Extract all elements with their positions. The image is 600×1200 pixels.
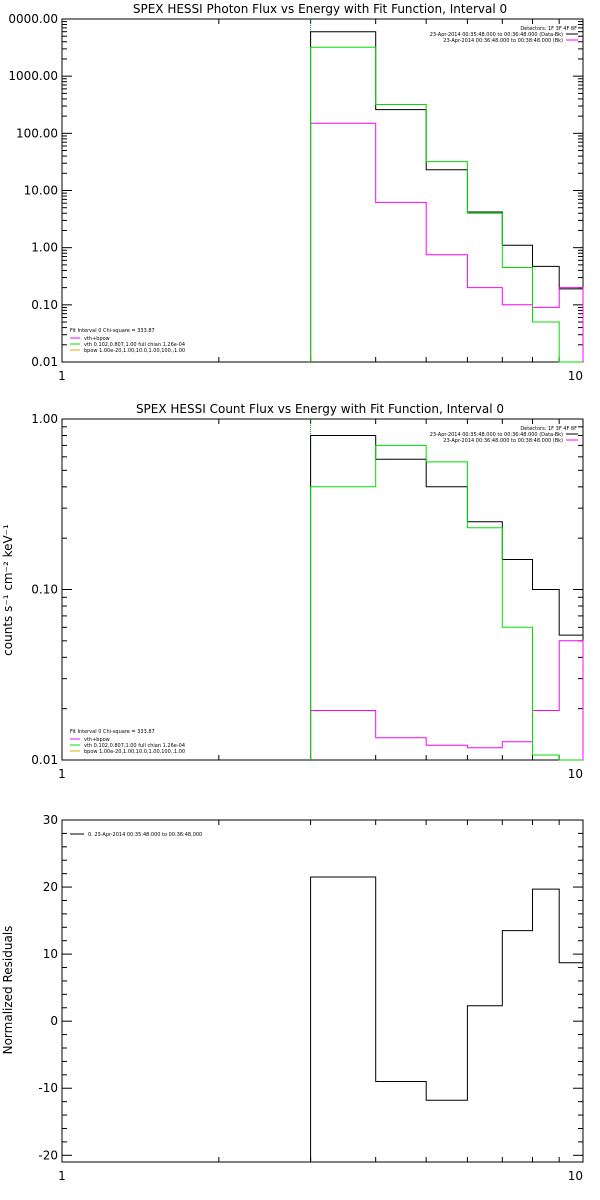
panel3-series-1 xyxy=(310,876,584,1162)
panel3-frame xyxy=(61,819,584,1163)
panel1-legend-series-1: 23-Apr-2014 00:35:48.000 to 00:36:48.000… xyxy=(430,32,563,38)
panel3-ylabel: Normalized Residuals xyxy=(1,926,15,1055)
panel2-series-2 xyxy=(310,640,584,760)
panel1-title: SPEX HESSI Photon Flux vs Energy with Fi… xyxy=(133,2,507,16)
panel2-frame xyxy=(61,418,584,761)
panel2-y-tick-label: 1.00 xyxy=(31,412,58,426)
panel1-frame xyxy=(61,18,584,363)
panel3-y-tick-label: 10 xyxy=(43,947,58,961)
panel1-y-tick-label: 0.10 xyxy=(31,298,58,312)
panel2-fit-header: Fit Interval 0 Chi-square = 333.87 xyxy=(70,729,155,735)
panel1-fit-item-1: vth+bpow xyxy=(84,336,110,342)
panel2-fit-item-2: vth 0.102,0.807,1.00 full chian 1.26e-04 xyxy=(84,743,185,749)
panel2-series-1 xyxy=(310,435,584,760)
panel1-y-tick-label: 0000.00 xyxy=(8,12,58,26)
panel-residuals: Normalized Residuals 1 10 -20 -10 0 10 20 30 0.… xyxy=(1,813,584,1183)
panel2-y-tick-label: 0.10 xyxy=(31,583,58,597)
panel2-legend-detectors: Detectors: 1F 3F 4F 8F xyxy=(520,426,577,432)
panel1-y-tick-label: 100.00 xyxy=(16,126,58,140)
panel3-y-tick-label: 20 xyxy=(43,880,58,894)
panel3-y-tick-label: 0 xyxy=(50,1014,58,1028)
panel2-legend-series-1: 23-Apr-2014 00:35:48.000 to 00:36:48.000… xyxy=(430,432,563,438)
panel1-fit-item-2: vth 0.102,0.807,1.00 full chian 1.26e-04 xyxy=(84,342,185,348)
panel1-legend-series-2: 23-Apr-2014 00:36:48.000 to 00:38:48.000… xyxy=(443,38,563,44)
panel2-series-3 xyxy=(310,444,583,761)
panel3-y-tick-label: -10 xyxy=(38,1081,58,1095)
panel2-fit-item-3: bpow 1.00e-20,1.00,10.0,1.00,100.,1.00 xyxy=(84,749,185,755)
panel3-x-tick-label: 1 xyxy=(58,1169,66,1183)
panel1-x-tick-label: 10 xyxy=(568,369,583,383)
panel1-y-tick-label: 1000.00 xyxy=(8,69,58,83)
panel2-x-tick-label: 1 xyxy=(58,767,66,781)
panel1-legend-detectors: Detectors: 1F 3F 4F 8F xyxy=(520,26,577,32)
panel3-y-tick-label: -20 xyxy=(38,1148,58,1162)
panel2-legend-series-2: 23-Apr-2014 00:36:48.000 to 00:38:48.000… xyxy=(443,438,563,444)
panel1-fit-header: Fit Interval 0 Chi-square = 333.87 xyxy=(70,328,155,334)
panel2-ylabel: counts s⁻¹ cm⁻² keV⁻¹ xyxy=(1,524,15,656)
panel1-series-1 xyxy=(310,31,584,362)
panel1-series-2 xyxy=(310,122,584,362)
panel1-x-tick-label: 1 xyxy=(58,369,66,383)
panel2-x-tick-label: 10 xyxy=(568,767,583,781)
panel3-legend-label: 0. 23-Apr-2014 00:35:48.000 to 00:36:48.… xyxy=(88,832,202,838)
panel-photon-flux: SPEX HESSI Photon Flux vs Energy with Fi… xyxy=(8,2,584,383)
panel1-y-tick-label: 10.00 xyxy=(24,184,58,198)
panel2-fit-item-1: vth+bpow xyxy=(84,737,110,743)
panel-count-flux: SPEX HESSI Count Flux vs Energy with Fit… xyxy=(1,402,584,781)
panel3-x-tick-label: 10 xyxy=(568,1169,583,1183)
panel3-y-tick-label: 30 xyxy=(43,813,58,827)
panel1-series-3 xyxy=(310,46,583,363)
panel1-y-tick-label: 0.01 xyxy=(31,355,58,369)
panel2-title: SPEX HESSI Count Flux vs Energy with Fit… xyxy=(136,402,504,416)
panel2-y-tick-label: 0.01 xyxy=(31,753,58,767)
panel1-y-tick-label: 1.00 xyxy=(31,241,58,255)
panel1-fit-item-3: bpow 1.00e-20,1.00,10.0,1.00,100.,1.00 xyxy=(84,348,185,354)
